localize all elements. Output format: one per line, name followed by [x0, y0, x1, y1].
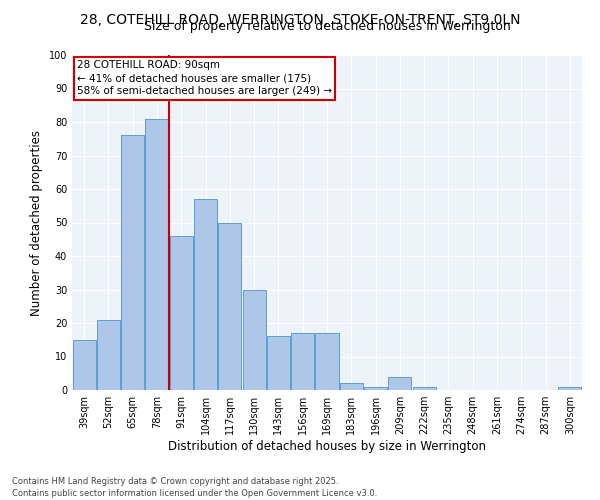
Bar: [145, 118, 169, 390]
Bar: [97, 320, 120, 390]
Bar: [559, 386, 581, 390]
Title: Size of property relative to detached houses in Werrington: Size of property relative to detached ho…: [143, 20, 511, 33]
Bar: [267, 336, 290, 390]
Text: 28 COTEHILL ROAD: 90sqm
← 41% of detached houses are smaller (175)
58% of semi-d: 28 COTEHILL ROAD: 90sqm ← 41% of detache…: [77, 60, 332, 96]
Bar: [340, 384, 363, 390]
Bar: [194, 199, 217, 390]
Bar: [121, 136, 144, 390]
Bar: [170, 236, 193, 390]
Bar: [218, 222, 241, 390]
Bar: [388, 376, 412, 390]
Text: 28, COTEHILL ROAD, WERRINGTON, STOKE-ON-TRENT, ST9 0LN: 28, COTEHILL ROAD, WERRINGTON, STOKE-ON-…: [80, 12, 520, 26]
Bar: [291, 333, 314, 390]
X-axis label: Distribution of detached houses by size in Werrington: Distribution of detached houses by size …: [168, 440, 486, 453]
Bar: [316, 333, 338, 390]
Bar: [242, 290, 266, 390]
Bar: [413, 386, 436, 390]
Y-axis label: Number of detached properties: Number of detached properties: [30, 130, 43, 316]
Text: Contains HM Land Registry data © Crown copyright and database right 2025.
Contai: Contains HM Land Registry data © Crown c…: [12, 476, 377, 498]
Bar: [364, 386, 387, 390]
Bar: [73, 340, 95, 390]
